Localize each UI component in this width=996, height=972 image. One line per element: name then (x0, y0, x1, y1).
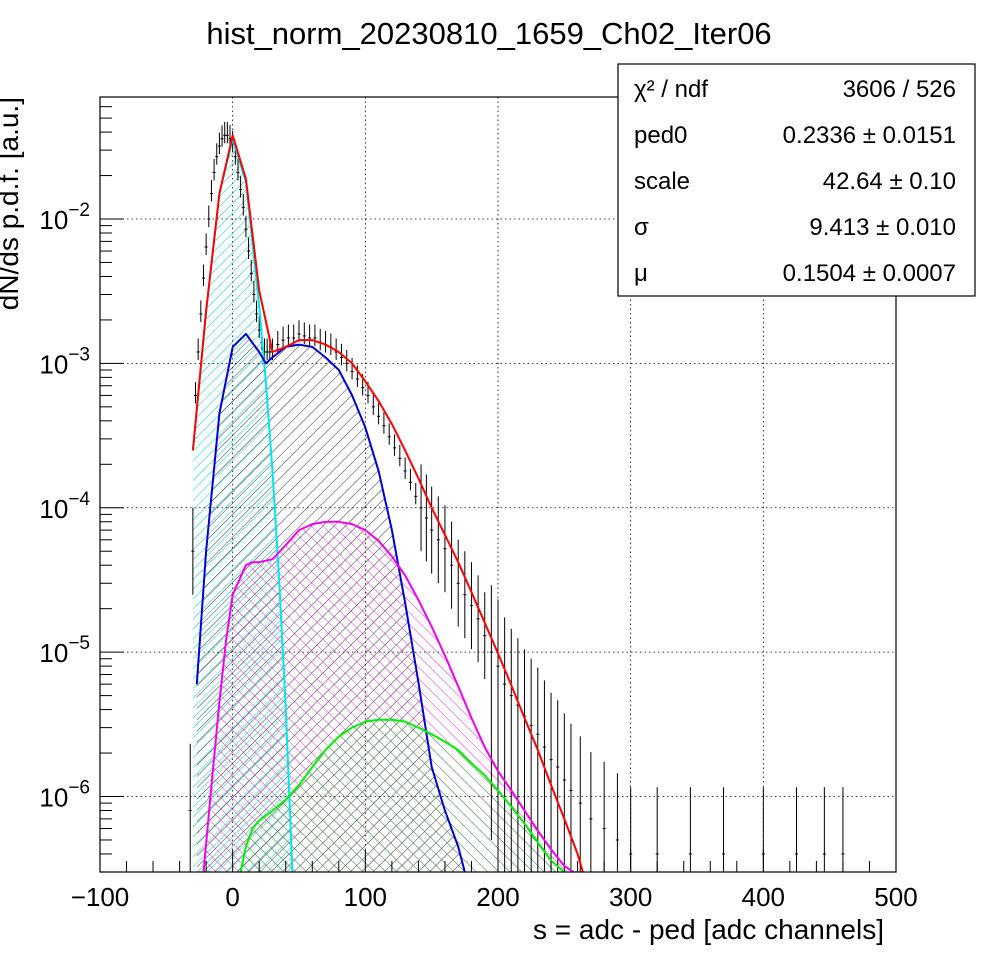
stats-row-value: 42.64 ± 0.10 (823, 168, 956, 195)
stats-box-frame (617, 63, 976, 297)
x-tick-label: 200 (476, 882, 519, 912)
stats-row-name: χ² / ndf (634, 76, 708, 103)
stats-row-value: 0.2336 ± 0.0151 (783, 122, 956, 149)
stats-box: χ² / ndf 3606 / 526 ped0 0.2336 ± 0.0151 sca… (617, 63, 976, 297)
stats-row-value: 3606 / 526 (843, 76, 956, 103)
y-tick-label: 10−6 (39, 778, 90, 813)
x-tick-label: 0 (225, 882, 239, 912)
stats-row-value: 0.1504 ± 0.0007 (783, 260, 956, 287)
axis-ticks: −100 0 100 200 300 400 500 10−2 10−3 10−4 10−5 10−6 (39, 96, 918, 912)
series-line-3 (202, 520, 575, 872)
y-tick-label: 10−5 (39, 633, 90, 668)
fit-curves (191, 134, 584, 872)
chart-title: hist_norm_20230810_1659_Ch02_Iter06 (206, 16, 771, 51)
y-tick-label: 10−4 (39, 489, 90, 524)
series-line-4 (239, 718, 565, 872)
series-line-0 (191, 134, 584, 872)
x-axis-label: s = adc - ped [adc channels] (533, 914, 884, 945)
series-fill-4 (240, 719, 565, 872)
x-tick-label: 300 (609, 882, 652, 912)
histogram-points (188, 121, 845, 872)
x-tick-label: 400 (742, 882, 785, 912)
y-tick-label: 10−3 (39, 344, 90, 379)
stats-row-value: 9.413 ± 0.010 (809, 214, 956, 241)
x-tick-label: 500 (874, 882, 917, 912)
stats-row-name: scale (634, 168, 690, 195)
component-fills (192, 138, 574, 872)
series-line-2 (195, 332, 466, 872)
x-tick-label: 100 (344, 882, 387, 912)
stats-row-name: ped0 (634, 122, 687, 149)
stats-row-name: μ (634, 260, 648, 287)
y-axis-label: dN/ds p.d.f. [a.u.] (0, 97, 24, 310)
y-tick-label: 10−2 (39, 200, 90, 235)
x-tick-label: −100 (71, 882, 130, 912)
stats-row-name: σ (634, 214, 649, 241)
